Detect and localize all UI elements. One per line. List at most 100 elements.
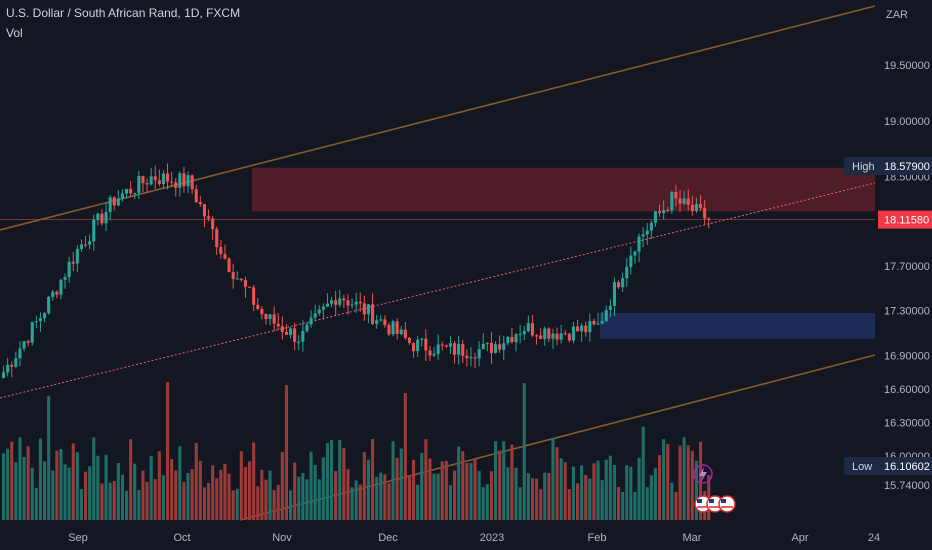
volume-bar xyxy=(186,473,190,520)
candle-body xyxy=(317,309,321,314)
candle-body xyxy=(330,300,334,304)
candle-body xyxy=(47,296,51,314)
candle-body xyxy=(559,333,563,340)
volume-bar xyxy=(219,469,223,520)
volume-bar xyxy=(272,490,276,520)
volume-bar xyxy=(387,483,391,520)
candle-body xyxy=(707,218,711,220)
candle-body xyxy=(682,198,686,204)
candle-body xyxy=(670,192,674,211)
candle-body xyxy=(699,204,703,208)
candle-body xyxy=(289,328,293,335)
candle-body xyxy=(481,343,485,350)
volume-bar xyxy=(424,439,428,520)
volume-bar xyxy=(178,446,182,520)
volume-bar xyxy=(157,451,161,520)
candle-body xyxy=(125,188,129,194)
time-tick-label: Sep xyxy=(68,532,88,544)
volume-bar xyxy=(297,476,301,520)
volume-bar xyxy=(682,437,686,520)
candle-body xyxy=(571,326,575,341)
volume-bar xyxy=(104,454,108,520)
candle-body xyxy=(489,342,493,353)
candle-body xyxy=(260,308,264,315)
volume-bar xyxy=(674,491,678,520)
volume-bar xyxy=(276,485,280,520)
candle-body xyxy=(354,301,358,305)
candle-body xyxy=(305,324,309,332)
candle-body xyxy=(637,236,641,252)
volume-indicator-label[interactable]: Vol xyxy=(6,26,23,40)
candle-body xyxy=(428,350,432,356)
symbol-title[interactable]: U.S. Dollar / South African Rand, 1D, FX… xyxy=(6,6,241,20)
volume-bar xyxy=(120,474,124,520)
price-tick-label: 17.70000 xyxy=(884,261,930,273)
volume-bar xyxy=(432,473,436,520)
candle-body xyxy=(309,317,313,325)
volume-bar xyxy=(338,439,342,520)
candle-body xyxy=(530,323,534,336)
volume-bar xyxy=(522,383,526,520)
candle-body xyxy=(149,176,153,185)
us-flag-icon xyxy=(718,495,736,513)
volume-bar xyxy=(362,452,366,520)
candle-body xyxy=(235,278,239,280)
volume-bar xyxy=(559,458,563,520)
volume-bar xyxy=(166,382,170,520)
volume-bar xyxy=(444,460,448,520)
candle-body xyxy=(157,180,161,184)
volume-bar xyxy=(18,437,22,520)
volume-bar xyxy=(133,463,137,520)
volume-bar xyxy=(543,472,547,520)
candle-body xyxy=(141,175,145,184)
candle-body xyxy=(248,286,252,288)
candle-body xyxy=(362,303,366,315)
volume-bar xyxy=(182,482,186,520)
candle-body xyxy=(518,334,522,336)
volume-bar xyxy=(649,475,653,520)
volume-bar xyxy=(453,470,457,520)
volume-bar xyxy=(92,437,96,520)
us-flag-icon-canton xyxy=(697,499,702,503)
volume-bar xyxy=(489,471,493,520)
volume-bar xyxy=(604,459,608,520)
candle-body xyxy=(662,210,666,214)
candle-body xyxy=(658,211,662,214)
volume-bar xyxy=(567,489,571,520)
candle-body xyxy=(416,339,420,352)
candle-body xyxy=(580,325,584,332)
volume-bar xyxy=(280,451,284,520)
candle-body xyxy=(6,364,10,373)
candle-body xyxy=(690,204,694,212)
candle-body xyxy=(510,336,514,343)
candle-body xyxy=(645,230,649,235)
candle-body xyxy=(252,287,256,305)
volume-bar xyxy=(383,474,387,520)
volume-bar xyxy=(194,442,198,520)
candle-body xyxy=(366,304,370,315)
volume-bar xyxy=(231,490,235,520)
volume-bar xyxy=(342,447,346,520)
candle-body xyxy=(108,197,112,213)
candle-body xyxy=(51,291,55,297)
volume-bar xyxy=(358,484,362,520)
candle-body xyxy=(407,337,411,344)
volume-bar xyxy=(239,451,243,520)
volume-bar xyxy=(440,461,444,520)
volume-bar xyxy=(563,462,567,520)
current-price-badge-value: 18.11580 xyxy=(884,215,929,227)
volume-bar xyxy=(514,467,518,520)
volume-bar xyxy=(395,457,399,520)
candle-body xyxy=(383,319,387,326)
volume-bar xyxy=(26,446,30,520)
volume-bar xyxy=(612,464,616,520)
volume-bar xyxy=(608,455,612,520)
candle-body xyxy=(539,335,543,340)
candle-body xyxy=(621,278,625,288)
volume-bar xyxy=(633,491,637,520)
candle-body xyxy=(584,325,588,333)
candle-body xyxy=(641,234,645,237)
candle-body xyxy=(67,261,71,278)
